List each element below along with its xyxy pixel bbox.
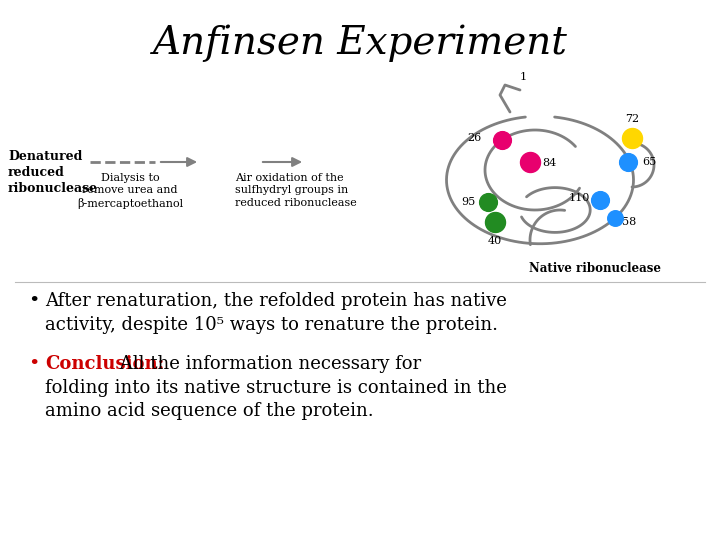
Text: 84: 84 bbox=[542, 158, 557, 168]
Text: 110: 110 bbox=[569, 193, 590, 203]
Text: Dialysis to
remove urea and
β-mercaptoethanol: Dialysis to remove urea and β-mercaptoet… bbox=[77, 173, 183, 209]
Text: Native ribonuclease: Native ribonuclease bbox=[529, 262, 661, 275]
Text: 40: 40 bbox=[488, 236, 502, 246]
Text: Air oxidation of the
sulfhydryl groups in
reduced ribonuclease: Air oxidation of the sulfhydryl groups i… bbox=[235, 173, 356, 208]
Text: 26: 26 bbox=[468, 133, 482, 143]
Text: 58: 58 bbox=[622, 217, 636, 227]
Text: All the information necessary for
folding into its native structure is contained: All the information necessary for foldin… bbox=[45, 355, 507, 420]
Text: •: • bbox=[28, 355, 40, 373]
Text: Conclusion:: Conclusion: bbox=[45, 355, 164, 373]
Text: •: • bbox=[28, 292, 40, 310]
Text: Denatured
reduced
ribonuclease: Denatured reduced ribonuclease bbox=[8, 150, 98, 195]
Text: 72: 72 bbox=[625, 114, 639, 124]
Text: 65: 65 bbox=[642, 157, 656, 167]
Text: Anfinsen Experiment: Anfinsen Experiment bbox=[153, 25, 567, 63]
Text: 1: 1 bbox=[520, 72, 527, 82]
Text: 95: 95 bbox=[461, 197, 475, 207]
Text: After renaturation, the refolded protein has native
activity, despite 10⁵ ways t: After renaturation, the refolded protein… bbox=[45, 292, 507, 334]
